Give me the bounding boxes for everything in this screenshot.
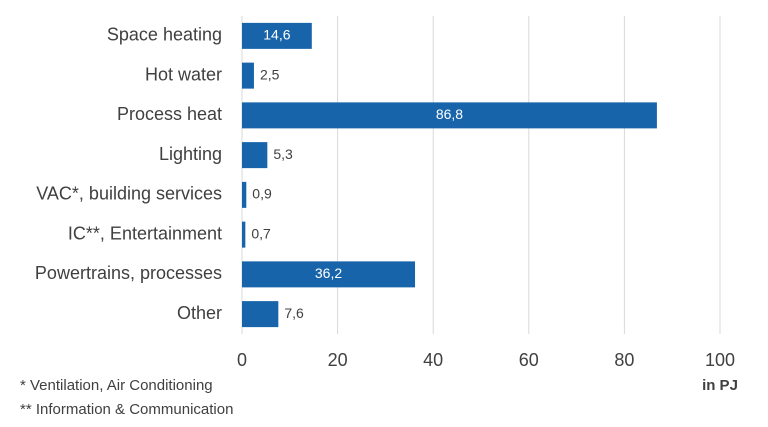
bar: [242, 261, 416, 288]
data-label: 36,2: [315, 265, 342, 281]
bar: [242, 142, 268, 169]
category-label: Process heat: [117, 104, 222, 124]
data-label: 5,3: [273, 146, 293, 162]
category-label: Powertrains, processes: [35, 263, 222, 283]
bar: [242, 62, 254, 89]
data-label: 2,5: [260, 66, 280, 82]
category-label: IC**, Entertainment: [68, 223, 222, 243]
category-label: Space heating: [107, 25, 222, 45]
data-label: 7,6: [284, 305, 304, 321]
bar: [242, 181, 247, 208]
data-label: 14,6: [263, 27, 290, 43]
value-labels: 14,6 2,5 86,8 5,3 0,9 0,7 36,2 7,6: [251, 27, 463, 321]
bars: [242, 22, 657, 328]
footnote-information: ** Information & Communication: [20, 401, 234, 418]
x-tick-label: 60: [519, 350, 539, 370]
category-label: Hot water: [145, 64, 222, 84]
x-axis-unit-label: in PJ: [702, 377, 738, 394]
category-label: VAC*, building services: [36, 184, 222, 204]
footnote-ventilation: * Ventilation, Air Conditioning: [20, 377, 213, 394]
category-label: Lighting: [159, 144, 222, 164]
bar: [242, 22, 312, 49]
bar: [242, 102, 657, 129]
x-axis-ticks: 0 20 40 60 80 100: [237, 350, 735, 370]
data-label: 86,8: [436, 106, 463, 122]
bar: [242, 301, 279, 328]
data-label: 0,9: [252, 186, 272, 202]
x-tick-label: 20: [328, 350, 348, 370]
x-tick-label: 0: [237, 350, 247, 370]
bar: [242, 221, 246, 248]
x-tick-label: 100: [705, 350, 735, 370]
x-tick-label: 80: [614, 350, 634, 370]
data-label: 0,7: [251, 225, 271, 241]
x-tick-label: 40: [423, 350, 443, 370]
category-labels: Space heating Hot water Process heat Lighti…: [35, 25, 222, 323]
category-label: Other: [177, 303, 222, 323]
